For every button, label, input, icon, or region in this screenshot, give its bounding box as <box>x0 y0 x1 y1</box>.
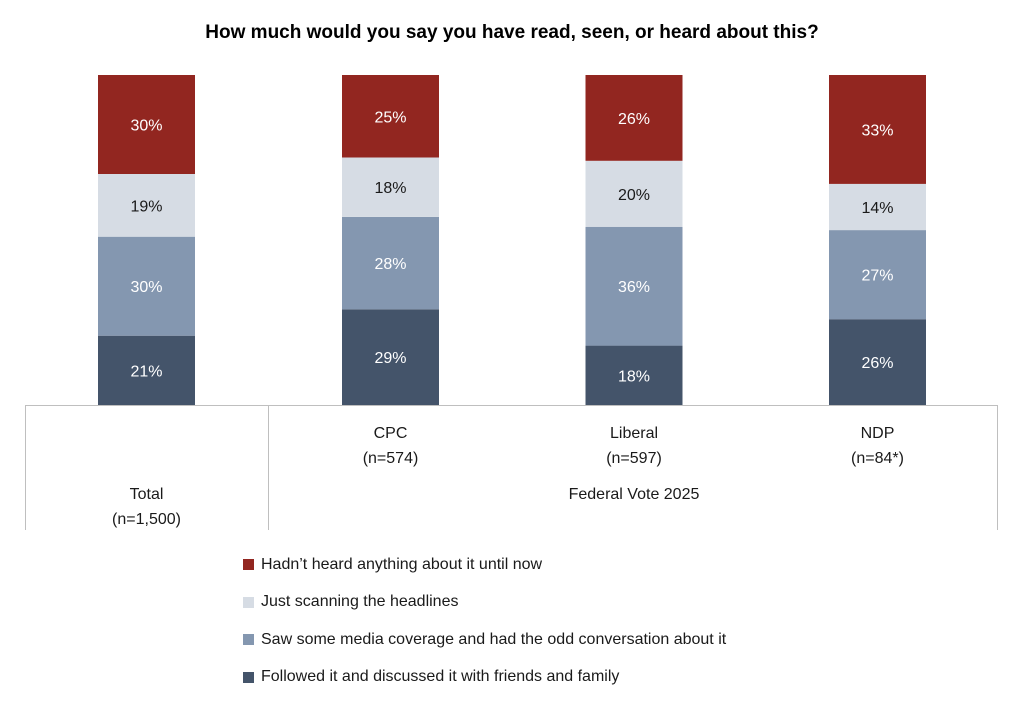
legend-item: Hadn’t heard anything about it until now <box>243 546 726 584</box>
bar-segment <box>342 216 439 310</box>
category-label: (n=574) <box>363 450 419 467</box>
data-label: 14% <box>861 200 893 217</box>
data-label: 29% <box>374 350 406 367</box>
bar-segment <box>585 160 683 227</box>
category-label: Liberal <box>610 425 658 442</box>
bar-segment <box>98 236 195 336</box>
data-label: 33% <box>861 122 893 139</box>
bar-segment <box>829 319 926 405</box>
data-label: 27% <box>861 268 893 285</box>
data-label: 30% <box>130 279 162 296</box>
data-label: 26% <box>618 111 650 128</box>
legend-swatch <box>243 634 254 646</box>
bar-segment <box>98 335 195 405</box>
bar-segment <box>585 345 683 405</box>
bar-segment <box>342 157 439 217</box>
legend-item: Just scanning the headlines <box>243 584 726 622</box>
legend-label: Saw some media coverage and had the odd … <box>261 630 727 648</box>
bar-segment <box>585 75 683 161</box>
legend-item: Followed it and discussed it with friend… <box>243 659 726 697</box>
group-label: Federal Vote 2025 <box>569 486 700 503</box>
legend-label: Just scanning the headlines <box>261 593 459 611</box>
category-label: Total <box>130 486 164 503</box>
legend-item: Saw some media coverage and had the odd … <box>243 621 726 659</box>
data-label: 21% <box>130 363 162 380</box>
category-label: CPC <box>374 425 408 442</box>
data-label: 18% <box>618 368 650 385</box>
data-label: 18% <box>374 180 406 197</box>
legend-swatch <box>243 559 254 571</box>
bar-segment <box>342 75 439 158</box>
data-label: 19% <box>130 198 162 215</box>
legend-swatch <box>243 671 254 683</box>
data-label: 26% <box>861 355 893 372</box>
bar-segment <box>829 75 926 184</box>
legend-label: Followed it and discussed it with friend… <box>261 668 620 686</box>
category-label: NDP <box>861 425 895 442</box>
bar-segment <box>585 226 683 346</box>
chart-title: How much would you say you have read, se… <box>205 22 818 43</box>
legend-swatch <box>243 596 254 608</box>
bars: 21% 30% 19% 30% 29% 28% 18% 25% 18% 36% 20% 26% 26% 2… <box>98 75 926 405</box>
bar-segment <box>342 309 439 405</box>
data-label: 25% <box>374 109 406 126</box>
legend: Hadn’t heard anything about it until now… <box>243 546 726 696</box>
bar-segment <box>98 174 195 237</box>
bar-segment <box>98 75 195 174</box>
category-label: (n=597) <box>606 450 662 467</box>
legend-label: Hadn’t heard anything about it until now <box>261 555 543 573</box>
category-label: (n=84*) <box>851 450 904 467</box>
data-label: 30% <box>130 118 162 135</box>
data-label: 20% <box>618 187 650 204</box>
bar-segment <box>829 183 926 231</box>
category-axis-table: Total (n=1,500) CPC (n=574) Liberal (n=597) ND… <box>25 405 998 530</box>
data-label: 36% <box>618 279 650 296</box>
data-label: 28% <box>374 256 406 273</box>
bar-segment <box>829 230 926 320</box>
category-label: (n=1,500) <box>112 511 181 528</box>
